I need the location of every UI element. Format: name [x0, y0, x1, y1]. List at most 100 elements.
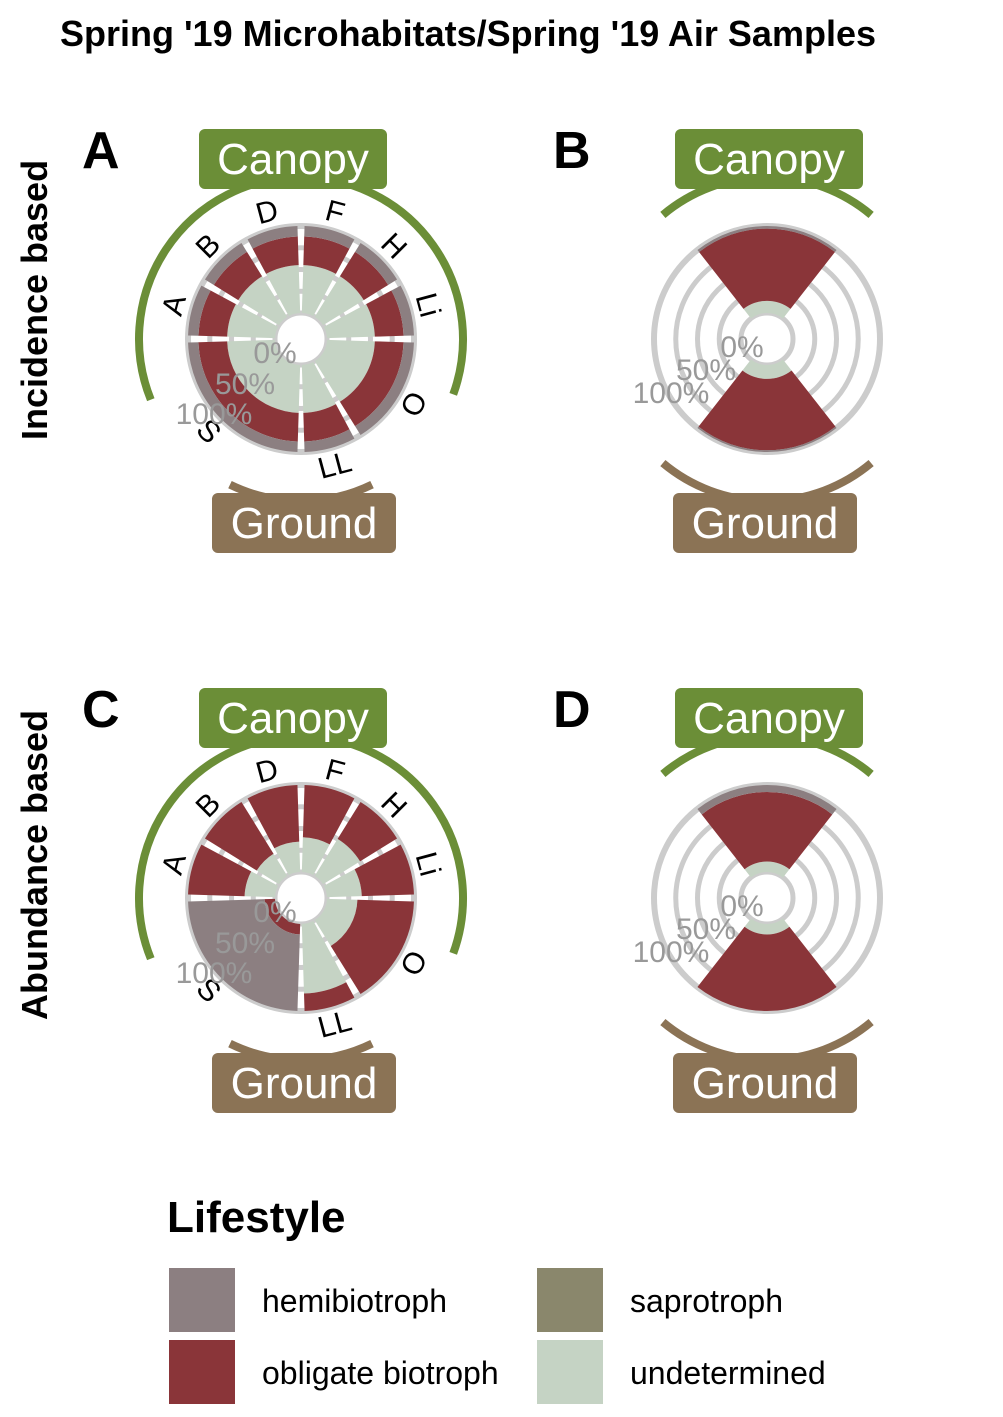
bar-segment-b-obligate-biotroph [204, 801, 274, 871]
bar-segment-d-obligate-biotroph [252, 236, 299, 274]
grid-ring [272, 869, 330, 927]
panel-letter-c: C [82, 681, 120, 739]
bar-segment-b-undetermined [256, 853, 288, 885]
grid-ring [738, 869, 796, 927]
bar-segment-li-obligate-biotroph [354, 844, 414, 897]
grid-ring [272, 310, 330, 368]
category-label-li: Li [409, 290, 447, 321]
row-label-abundance: Abundance based [14, 710, 55, 1020]
canopy-strip [199, 688, 387, 748]
canopy-strip [675, 688, 863, 748]
grid-ring [207, 245, 395, 433]
panel-letter-a: A [82, 122, 120, 180]
bar-segment-s-obligate-biotroph [264, 898, 301, 935]
bar-segment-h-hemibiotroph [355, 242, 398, 285]
bar-segment-d-undetermined [266, 265, 301, 317]
bar-segment-s-hemibiotroph [188, 899, 300, 1011]
bar-segment-ll-hemibiotroph [304, 429, 355, 452]
bar-segment-o-undetermined [314, 339, 375, 402]
bar-segment-canopy-hemibiotroph [697, 226, 837, 253]
legend-swatch-saprotroph [537, 1268, 603, 1332]
canopy-strip [675, 129, 863, 189]
bar-segment-canopy-hemibiotroph [697, 785, 837, 815]
canopy-strip-label: Canopy [217, 694, 369, 743]
bar-segment-li-undetermined [323, 304, 375, 339]
legend-swatch-obligate-biotroph [169, 1340, 235, 1404]
legend-label-undetermined: undetermined [630, 1355, 826, 1391]
ring-label-100pct: 100% [176, 957, 253, 990]
bar-segment-f-obligate-biotroph [302, 785, 355, 845]
bar-segment-ground-undetermined [744, 918, 790, 935]
category-label-a: A [156, 291, 193, 319]
grid-ring [185, 782, 417, 1014]
bar-segment-canopy-undetermined [744, 861, 790, 878]
ring-label-50pct: 50% [676, 354, 736, 387]
grid-ring [229, 267, 373, 411]
row-label-incidence: Incidence based [14, 160, 55, 440]
bar-segment-h-obligate-biotroph [337, 801, 398, 862]
bar-segment-s-hemibiotroph [188, 342, 298, 452]
ring-label-50pct: 50% [215, 368, 275, 401]
ground-strip [212, 493, 396, 553]
ground-strip-label: Ground [692, 499, 839, 548]
grid-ring [229, 826, 373, 970]
category-label-d: D [252, 753, 281, 790]
bar-segment-li-undetermined [323, 869, 362, 898]
bar-segment-s-obligate-biotroph [198, 341, 299, 442]
bar-segment-b-hemibiotroph [204, 242, 247, 285]
legend-swatch-hemibiotroph [169, 1268, 235, 1332]
category-label-li: Li [409, 849, 447, 880]
ring-label-50pct: 50% [215, 927, 275, 960]
bar-segment-ground-obligate-biotroph [698, 370, 836, 451]
chart-title: Spring '19 Microhabitats/Spring '19 Air … [60, 13, 876, 54]
ground-strip-label: Ground [231, 1059, 378, 1108]
bar-segment-a-hemibiotroph [188, 285, 211, 336]
bar-segment-b-undetermined [238, 276, 288, 326]
bar-segment-canopy-undetermined [743, 300, 791, 319]
category-label-d: D [252, 194, 281, 231]
bar-segment-o-obligate-biotroph [339, 341, 404, 427]
bar-segment-h-obligate-biotroph [339, 251, 389, 301]
panel-D: D 0%50%100% Canopy Ground [553, 681, 883, 1113]
panel-letter-b: B [553, 122, 591, 180]
bar-segment-a-obligate-biotroph [188, 844, 252, 897]
bar-segment-f-undetermined [301, 837, 330, 876]
bar-segment-a-undetermined [227, 304, 279, 339]
bar-segment-canopy-obligate-biotroph [699, 228, 835, 309]
ring-label-50pct: 50% [676, 913, 736, 946]
bar-segment-li-obligate-biotroph [366, 290, 404, 337]
bar-segment-o-hemibiotroph [355, 342, 414, 436]
ring-label-100pct: 100% [633, 936, 710, 969]
grid-ring [250, 288, 352, 390]
bar-segment-ll-undetermined [301, 361, 336, 413]
bar-segment-ground-undetermined [742, 359, 792, 379]
category-label-f: F [322, 753, 348, 790]
bar-segment-b-obligate-biotroph [213, 251, 263, 301]
category-label-a: A [156, 850, 193, 878]
bar-segment-h-undetermined [314, 838, 361, 885]
bar-segment-d-hemibiotroph [247, 226, 298, 249]
ground-strip [212, 1053, 396, 1113]
legend: Lifestyle hemibiotroph saprotroph obliga… [167, 1193, 826, 1404]
category-label-f: F [322, 194, 348, 231]
bar-segment-ll-obligate-biotroph [303, 404, 350, 442]
ground-strip-label: Ground [231, 499, 378, 548]
canopy-strip-label: Canopy [693, 135, 845, 184]
ground-strip [673, 493, 857, 553]
legend-label-obligate-biotroph: obligate biotroph [262, 1355, 499, 1391]
bar-segment-d-obligate-biotroph [247, 785, 300, 849]
canopy-strip-label: Canopy [217, 135, 369, 184]
bar-segment-li-hemibiotroph [391, 285, 414, 336]
bar-segment-o-obligate-biotroph [330, 899, 414, 995]
bar-segment-ground-obligate-biotroph [697, 926, 837, 1012]
plot-b: 0%50%100% Canopy Ground [633, 129, 883, 553]
bar-segment-h-undetermined [314, 276, 364, 326]
ring-label-0pct: 0% [253, 337, 296, 370]
bar-segment-a-obligate-biotroph [198, 290, 236, 337]
grid-ring [185, 223, 417, 455]
legend-swatch-undetermined [537, 1340, 603, 1404]
legend-label-hemibiotroph: hemibiotroph [262, 1283, 447, 1319]
